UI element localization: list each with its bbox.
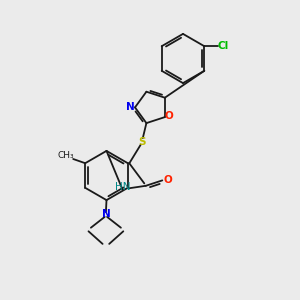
Text: HN: HN: [115, 182, 130, 192]
Text: S: S: [138, 137, 146, 147]
Text: Cl: Cl: [217, 41, 229, 51]
Text: N: N: [126, 102, 135, 112]
Text: O: O: [163, 175, 172, 185]
Text: N: N: [101, 209, 110, 219]
Text: O: O: [164, 112, 173, 122]
Text: CH₃: CH₃: [58, 152, 74, 160]
